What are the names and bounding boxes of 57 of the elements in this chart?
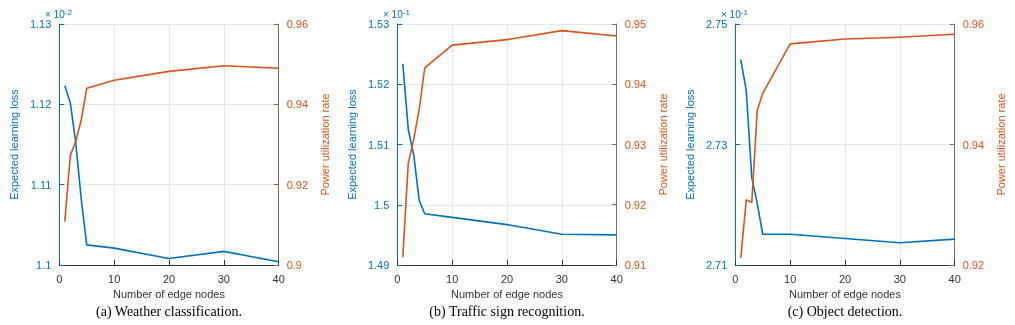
line-series [739, 33, 956, 259]
y-tick-label: 1.49 [367, 259, 390, 271]
y2-tick-label: 0.92 [962, 259, 985, 271]
y-tick-label: 2.73 [705, 138, 728, 151]
y2-tick-label: 0.96 [286, 18, 309, 30]
y-tick-label: 1.12 [29, 98, 52, 111]
y-tick-label: 2.71 [705, 259, 728, 271]
y2-tick-label: 0.92 [624, 198, 647, 211]
text: (b) Traffic sign recognition. [429, 303, 585, 320]
x-tick-label: 10 [446, 272, 459, 285]
line-series [401, 62, 618, 236]
y-axis-title: Expected learning loss [683, 88, 696, 200]
y2-tick-label: 0.94 [624, 78, 647, 91]
y2-axis-title: Power utilization rate [318, 93, 331, 196]
x-tick-label: 20 [838, 272, 852, 285]
y-tick-label: 2.75 [705, 18, 728, 30]
y2-tick-label: 0.93 [624, 138, 647, 151]
x-tick-label: 20 [162, 272, 176, 285]
y-axis-title: Expected learning loss [7, 88, 20, 200]
y2-tick-label: 0.91 [624, 259, 647, 271]
x-tick-label: 30 [217, 272, 230, 285]
y-tick-label: 1.11 [30, 178, 52, 191]
text: (c) Object detection. [787, 303, 903, 320]
y-tick-label: 1.53 [367, 18, 390, 30]
y-tick-label: 1.5 [374, 198, 390, 211]
y2-tick-label: 0.92 [286, 178, 309, 191]
line-series [63, 85, 280, 263]
x-tick-label: 20 [500, 272, 514, 285]
x-tick-label: 0 [394, 272, 401, 285]
y-tick-label: 1.52 [367, 78, 390, 91]
x-tick-label: 30 [555, 272, 568, 285]
y2-tick-label: 0.95 [624, 18, 647, 30]
text: (a) Weather classification. [96, 303, 242, 320]
x-axis-title: Number of edge nodes [451, 288, 564, 301]
x-tick-label: 0 [56, 272, 63, 285]
y2-tick-label: 0.96 [962, 18, 985, 30]
y2-tick-label: 0.9 [286, 259, 302, 271]
y2-tick-label: 0.94 [286, 98, 309, 111]
x-tick-label: 10 [108, 272, 121, 285]
x-axis-title: Number of edge nodes [789, 288, 902, 301]
x-tick-label: 40 [272, 272, 285, 285]
x-tick-label: 30 [893, 272, 906, 285]
y2-tick-label: 0.94 [962, 138, 985, 151]
x-tick-label: 40 [610, 272, 623, 285]
line-series [739, 58, 956, 244]
y-tick-label: 1.51 [367, 138, 390, 151]
y2-axis-title: Power utilization rate [994, 93, 1007, 196]
y-tick-label: 1.13 [29, 18, 52, 30]
x-tick-label: 10 [784, 272, 797, 285]
y-axis-title: Expected learning loss [345, 88, 358, 200]
x-axis-title: Number of edge nodes [113, 288, 226, 301]
y-tick-label: 1.1 [36, 259, 52, 271]
line-series [401, 29, 618, 258]
line-series [63, 64, 280, 223]
y2-axis-title: Power utilization rate [656, 93, 669, 196]
x-tick-label: 0 [732, 272, 739, 285]
x-tick-label: 40 [948, 272, 961, 285]
